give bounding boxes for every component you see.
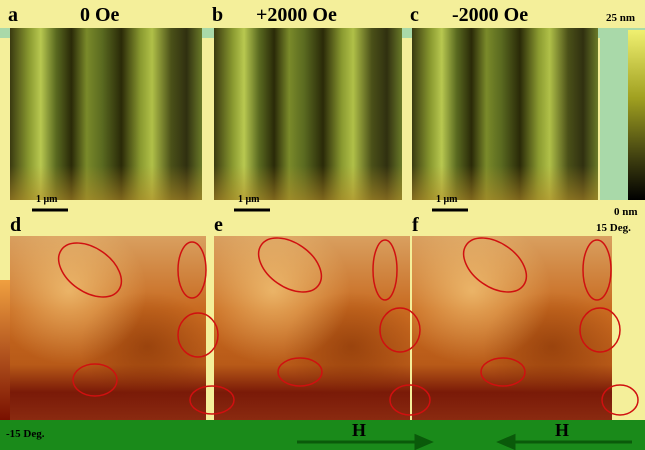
field-label: 0 Oe [80,4,119,27]
field-label: -2000 Oe [452,4,528,27]
domain-circles [49,227,638,415]
colorbar-max: 15 Deg. [596,222,631,234]
panel-label: e [214,214,223,237]
colorbar-min: -15 Deg. [6,428,45,440]
scale-bar-label: 1 μm [436,194,458,205]
field-arrow-label: H [555,420,569,441]
scale-bar-label: 1 μm [36,194,58,205]
figure: a 0 Oe b +2000 Oe c -2000 Oe 1 μm 1 μm 1… [0,0,645,450]
panel-label: c [410,4,419,27]
panel-label: b [212,4,223,27]
panel-label: d [10,214,21,237]
field-arrow-label: H [352,420,366,441]
field-label: +2000 Oe [256,4,337,27]
field-arrows [297,436,632,448]
panel-label: a [8,4,18,27]
colorbar-max: 25 nm [606,12,635,24]
overlay [0,0,645,450]
panel-label: f [412,214,419,237]
colorbar-min: 0 nm [614,206,638,218]
scale-bar-label: 1 μm [238,194,260,205]
